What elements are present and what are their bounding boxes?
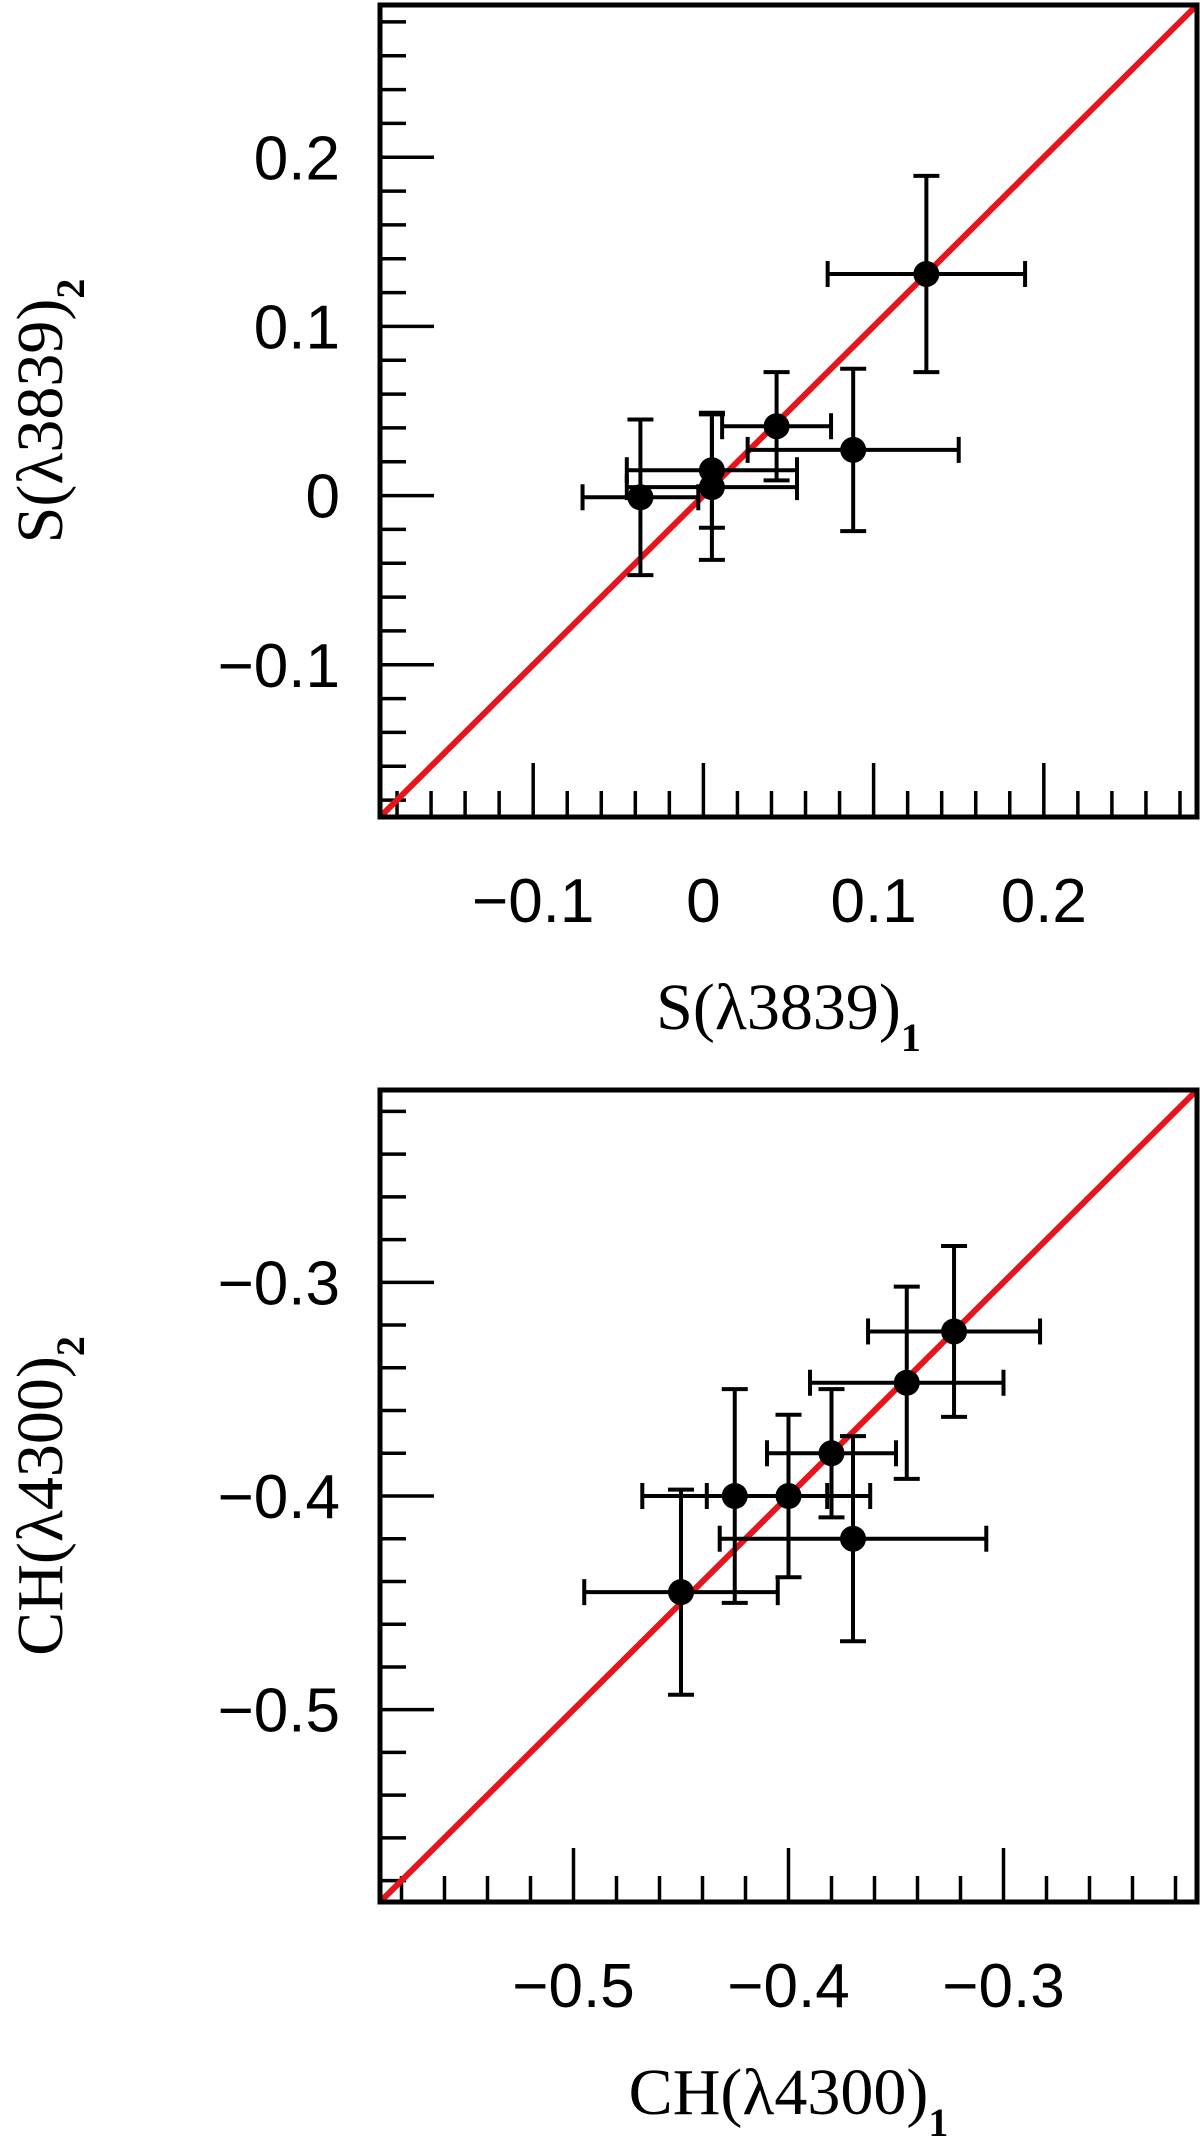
x-axis-label: CH(λ4300)1 <box>629 2056 949 2144</box>
data-point <box>840 1525 866 1552</box>
y-axis-label-main: S(λ3839) <box>4 299 77 544</box>
data-point <box>763 413 790 440</box>
plot-frame <box>377 1087 1200 1905</box>
x-axis-label-subscript: 1 <box>928 2100 948 2144</box>
data-point <box>668 1579 694 1606</box>
x-tick-label: −0.3 <box>942 1952 1064 2021</box>
x-tick-label: −0.5 <box>512 1952 634 2021</box>
y-axis-label-subscript: 2 <box>48 1336 93 1356</box>
x-tick-label: 0 <box>686 867 720 936</box>
tick-labels: −0.5 −0.4 −0.3 −0.5 −0.4 −0.3 <box>218 1249 1065 2021</box>
data-point <box>818 1440 845 1467</box>
data-point <box>627 484 654 511</box>
x-tick-label: −0.1 <box>472 867 594 936</box>
y-tick-label: −0.4 <box>218 1463 340 1532</box>
tick-marks <box>380 1109 1178 1902</box>
y-tick-label: 0.2 <box>254 124 340 193</box>
data-point <box>913 260 940 287</box>
tick-labels: −0.1 0 0.1 0.2 −0.1 0 0.1 0.2 <box>218 124 1087 936</box>
data-points <box>582 1243 1043 1697</box>
data-point <box>893 1369 920 1396</box>
y-tick-label: 0 <box>306 463 340 532</box>
y-axis-label-main: CH(λ4300) <box>4 1356 77 1656</box>
data-points <box>580 173 1028 578</box>
panel-ch4300: −0.5 −0.4 −0.3−0.5−0.4−0.3 CH(λ4300)1 CH(λ… <box>4 1087 1200 2144</box>
y-tick-label: −0.3 <box>218 1249 340 1318</box>
data-point <box>941 1318 968 1345</box>
y-axis-label-subscript: 2 <box>48 279 93 299</box>
data-point <box>698 474 725 501</box>
x-axis-label-main: CH(λ4300) <box>629 2056 929 2129</box>
x-axis-label-subscript: 1 <box>901 1015 921 1060</box>
plot-frame <box>377 2 1200 820</box>
x-tick-label: 0.1 <box>831 867 917 936</box>
y-axis-label: S(λ3839)2 <box>4 279 93 544</box>
x-axis-label-main: S(λ3839) <box>656 971 901 1044</box>
x-tick-label: −0.4 <box>727 1952 849 2021</box>
panel-s3839: −0.1 0 0.1 0.2−0.100.10.2 S(λ3839)1 S(λ3839… <box>4 2 1200 1060</box>
y-tick-label: −0.1 <box>218 632 340 701</box>
one-to-one-line <box>377 2 1200 820</box>
y-tick-label: 0.1 <box>254 293 340 362</box>
data-point <box>721 1483 748 1509</box>
x-axis-label: S(λ3839)1 <box>656 971 921 1060</box>
y-axis-label: CH(λ4300)2 <box>4 1336 93 1656</box>
tick-marks <box>380 20 1182 817</box>
data-point <box>840 436 867 463</box>
y-tick-label: −0.5 <box>218 1677 340 1746</box>
x-tick-label: 0.2 <box>1001 867 1087 936</box>
